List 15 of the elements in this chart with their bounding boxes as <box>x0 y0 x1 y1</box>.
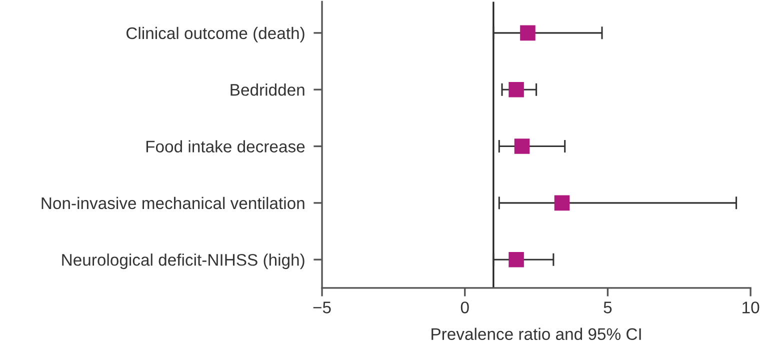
y-tick-label: Neurological deficit-NIHSS (high) <box>62 254 304 270</box>
point <box>520 25 536 41</box>
x-tick-label: 5 <box>604 302 612 314</box>
point <box>508 252 524 268</box>
y-tick-label: Non-invasive mechanical ventilation <box>42 196 304 210</box>
x-tick-label: 0 <box>460 302 469 314</box>
y-tick-label: Food intake decrease <box>146 140 305 152</box>
y-tick-label: Bedridden <box>230 84 304 96</box>
x-tick-label: 10 <box>742 302 760 314</box>
x-axis-title: Prevalence ratio and 95% CI <box>432 328 641 340</box>
point <box>514 138 530 154</box>
y-tick-label: Clinical outcome (death) <box>126 26 304 42</box>
x-tick-label: −5 <box>313 302 331 314</box>
point <box>554 195 570 211</box>
point <box>508 82 524 98</box>
